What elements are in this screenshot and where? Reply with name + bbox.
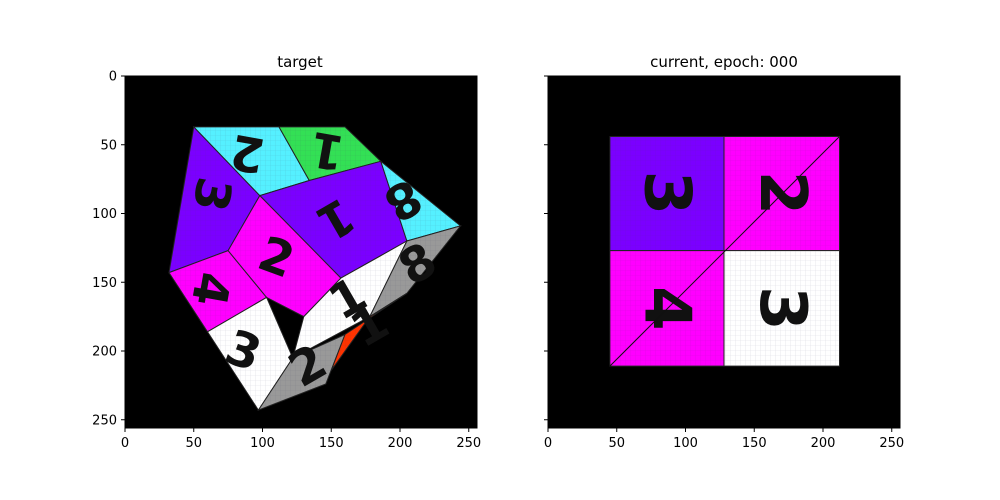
current-panel: current, epoch: 000 3 24 3 0 50 100 150 200 250 — [544, 53, 904, 451]
x-tick-label: 200 — [811, 436, 836, 451]
y-tick-label: 50 — [100, 138, 117, 153]
y-tick-label: 100 — [92, 207, 117, 222]
axis-ticks: 0 50 100 150 200 250 0 50 100 150 200 250 — [92, 70, 481, 452]
face-texture — [369, 225, 461, 317]
face-texture — [193, 126, 310, 196]
face-digit: 3 — [629, 171, 703, 216]
y-tick-label: 150 — [92, 276, 117, 291]
x-tick-label: 150 — [319, 436, 344, 451]
panel-title: target — [277, 53, 323, 71]
face-texture — [169, 126, 260, 273]
axis-ticks: 0 50 100 150 200 250 — [544, 75, 904, 451]
cube-image: 3 24 3 — [609, 136, 840, 367]
x-tick-label: 100 — [673, 436, 698, 451]
face-digit: 4 — [629, 286, 703, 331]
x-tick-label: 150 — [742, 436, 767, 451]
face-texture — [279, 126, 381, 181]
x-tick-label: 50 — [608, 436, 625, 451]
face-texture — [609, 136, 724, 251]
face-digit: 2 — [745, 171, 819, 216]
x-tick-label: 200 — [388, 436, 413, 451]
panel-title: current, epoch: 000 — [650, 53, 798, 71]
face-texture — [380, 161, 461, 241]
face-texture — [259, 161, 407, 279]
y-tick-label: 250 — [92, 413, 117, 428]
face-texture — [724, 250, 840, 367]
face-texture — [292, 241, 407, 358]
face-texture — [258, 334, 345, 411]
x-tick-label: 250 — [456, 436, 481, 451]
x-tick-label: 250 — [879, 436, 904, 451]
axes-frame — [124, 75, 478, 429]
face-digit: 3 — [745, 286, 819, 331]
x-tick-label: 0 — [544, 436, 552, 451]
face-texture — [228, 195, 341, 317]
face-diagonal — [609, 136, 840, 367]
face-texture — [207, 297, 293, 411]
x-tick-label: 50 — [185, 436, 202, 451]
x-tick-label: 100 — [250, 436, 275, 451]
y-tick-label: 200 — [92, 345, 117, 360]
x-tick-label: 0 — [121, 436, 129, 451]
axes-frame — [547, 75, 901, 429]
y-tick-label: 0 — [109, 70, 117, 85]
